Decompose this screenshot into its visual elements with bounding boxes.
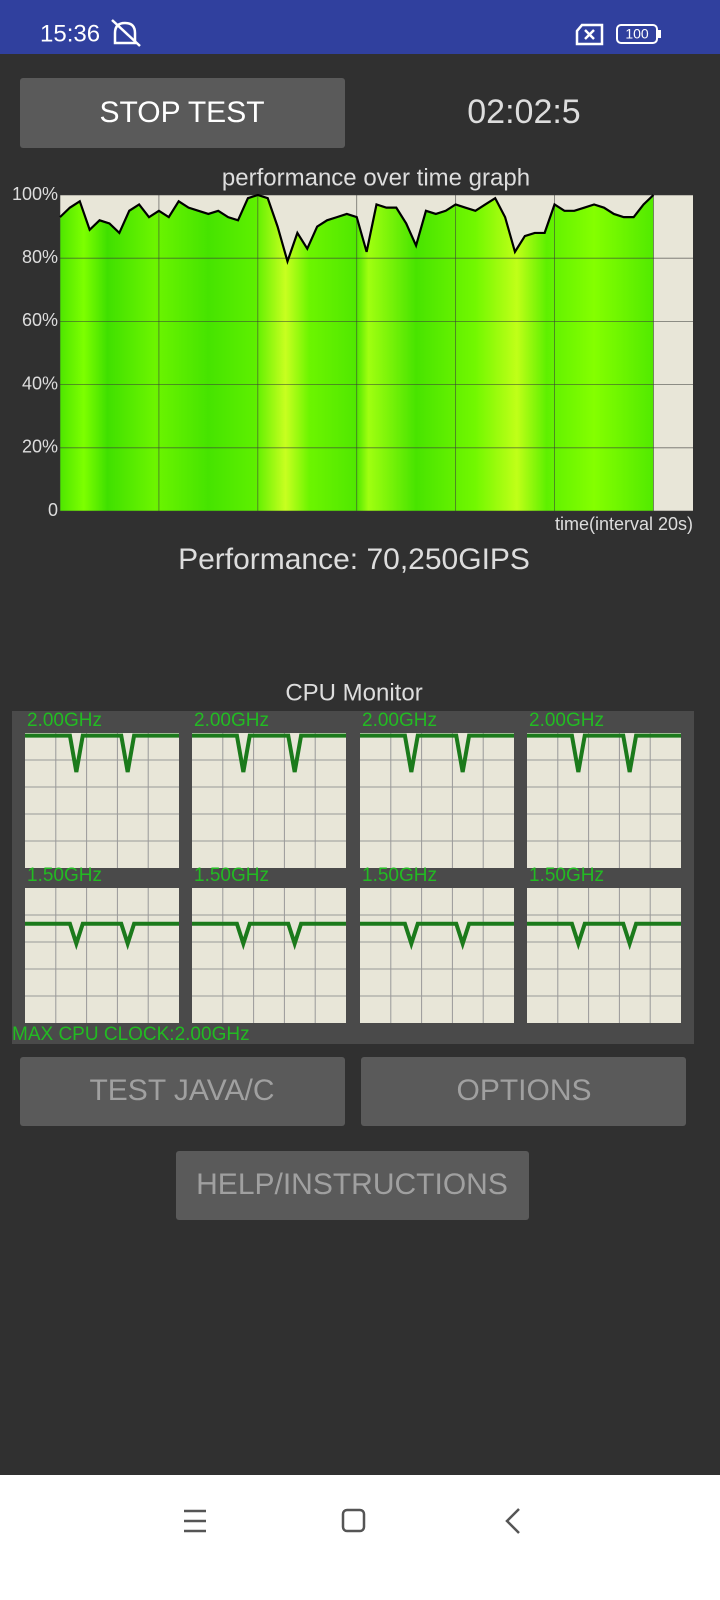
button-label[interactable]: HELP/INSTRUCTIONS bbox=[196, 1168, 508, 1201]
performance-label: Performance: 70,250GIPS bbox=[178, 543, 530, 576]
cpu-monitor-title: CPU Monitor bbox=[285, 679, 422, 706]
core-graph bbox=[192, 733, 346, 868]
button-bg[interactable] bbox=[361, 1057, 686, 1126]
y-tick-label: 40% bbox=[22, 373, 58, 393]
core-graph bbox=[360, 888, 514, 1023]
core-line bbox=[360, 921, 514, 951]
core-graph bbox=[527, 733, 681, 868]
core-line bbox=[25, 733, 179, 773]
core-label: 1.50GHz bbox=[194, 865, 269, 886]
cores: 2.00GHz 2.00GHz 2.00GHz 2.00GHz 1.50GHz 1.50G… bbox=[25, 710, 681, 1023]
core-label: 2.00GHz bbox=[27, 710, 102, 731]
core-graph bbox=[25, 888, 179, 1023]
core-label: 2.00GHz bbox=[194, 710, 269, 731]
y-tick-label: 0 bbox=[48, 500, 58, 520]
back-button[interactable] bbox=[505, 1508, 520, 1534]
core-line bbox=[527, 733, 681, 773]
y-tick-label: 100% bbox=[12, 184, 58, 204]
y-tick-label: 80% bbox=[22, 247, 58, 267]
button-bg[interactable] bbox=[20, 78, 345, 148]
timer: 02:02:5 bbox=[467, 93, 580, 131]
x-axis-label: time(interval 20s) bbox=[555, 514, 693, 534]
y-tick-label: 20% bbox=[22, 437, 58, 457]
battery-icon bbox=[616, 24, 658, 44]
help-button[interactable]: HELP/INSTRUCTIONS bbox=[176, 1151, 529, 1220]
core-label: 1.50GHz bbox=[529, 865, 604, 886]
y-tick-label: 60% bbox=[22, 310, 58, 330]
core-label: 2.00GHz bbox=[529, 710, 604, 731]
core-line bbox=[192, 921, 346, 951]
clock: 15:36 bbox=[40, 20, 100, 47]
plot: 0 20% 40% 60% 80% 100% bbox=[12, 184, 693, 520]
button-bg[interactable] bbox=[20, 1057, 345, 1126]
button-label[interactable]: TEST JAVA/C bbox=[89, 1074, 274, 1107]
button-label[interactable]: OPTIONS bbox=[456, 1074, 591, 1107]
chart-title: performance over time graph bbox=[222, 164, 530, 191]
core-graph bbox=[25, 733, 179, 868]
performance-line bbox=[59, 193, 655, 266]
core-line bbox=[192, 733, 346, 773]
stop-button[interactable]: STOP TEST bbox=[20, 78, 345, 148]
core-line bbox=[527, 921, 681, 951]
core-line bbox=[25, 921, 179, 951]
core-label: 1.50GHz bbox=[362, 865, 437, 886]
max-clock: MAX CPU CLOCK:2.00GHz bbox=[12, 1024, 250, 1045]
core-label: 1.50GHz bbox=[27, 865, 102, 886]
core-graph bbox=[527, 888, 681, 1023]
core-line bbox=[360, 733, 514, 773]
status-bar bbox=[0, 0, 720, 54]
battery-tip bbox=[658, 30, 661, 38]
sim-icon bbox=[575, 23, 604, 46]
options-button[interactable]: OPTIONS bbox=[361, 1057, 686, 1126]
nav-bar bbox=[0, 1475, 720, 1600]
core-label: 2.00GHz bbox=[362, 710, 437, 731]
button-label[interactable]: STOP TEST bbox=[99, 96, 264, 129]
battery-level: 100 bbox=[625, 26, 649, 42]
core-graph bbox=[192, 888, 346, 1023]
menu-button[interactable] bbox=[184, 1509, 206, 1533]
core-graph bbox=[360, 733, 514, 868]
home-button[interactable] bbox=[341, 1508, 366, 1533]
button-bg[interactable] bbox=[176, 1151, 529, 1220]
mute-icon bbox=[111, 19, 141, 47]
java-button[interactable]: TEST JAVA/C bbox=[20, 1057, 345, 1126]
